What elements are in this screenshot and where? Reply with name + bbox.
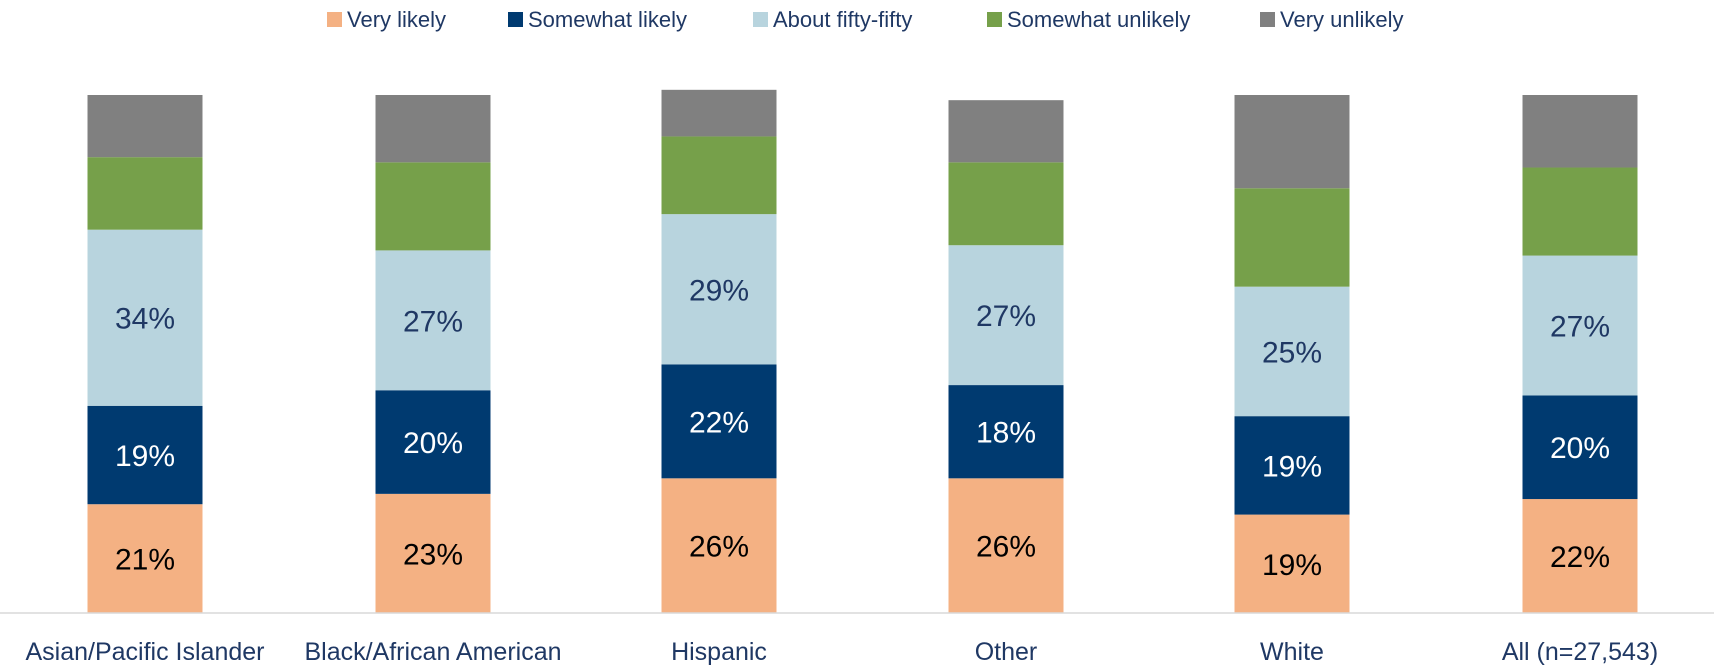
bar-segment-somewhat-unlikely-hispanic [661, 136, 777, 215]
data-label-about-fifty-fifty-all-n-27-543: 27% [1550, 311, 1610, 344]
bar-segment-about-fifty-fifty-other [948, 245, 1064, 386]
legend-swatch-very-likely [327, 12, 342, 27]
data-label-somewhat-likely-black-african-american: 20% [403, 427, 463, 460]
bar-segment-about-fifty-fifty-asian-pacific-islander [87, 229, 203, 406]
bar-segment-very-likely-all-n-27-543 [1522, 499, 1638, 613]
x-tick-label-asian-pacific-islander: Asian/Pacific Islander [25, 638, 264, 666]
data-label-very-likely-white: 19% [1262, 549, 1322, 582]
bar-segment-very-likely-white [1234, 514, 1350, 613]
bar-segment-somewhat-likely-other [948, 385, 1064, 479]
x-tick-label-all-n-27-543: All (n=27,543) [1502, 638, 1658, 666]
x-tick-label-hispanic: Hispanic [671, 638, 767, 666]
data-label-about-fifty-fifty-hispanic: 29% [689, 274, 749, 307]
chart-legend: Very likely Somewhat likely About fifty-fi… [327, 7, 1404, 32]
bar-segment-about-fifty-fifty-black-african-american [375, 250, 491, 391]
data-label-about-fifty-fifty-black-african-american: 27% [403, 305, 463, 338]
bar-segment-very-unlikely-other [948, 100, 1064, 163]
legend-label-somewhat-unlikely: Somewhat unlikely [1007, 7, 1190, 32]
bar-segment-about-fifty-fifty-all-n-27-543 [1522, 255, 1638, 396]
bar-segment-very-unlikely-all-n-27-543 [1522, 95, 1638, 168]
bar-segment-very-unlikely-asian-pacific-islander [87, 95, 203, 158]
legend-label-somewhat-likely: Somewhat likely [528, 7, 687, 32]
bar-segment-very-unlikely-black-african-american [375, 95, 491, 163]
bar-group-asian-pacific-islander: 21% 19% 34% [87, 95, 203, 613]
legend-swatch-somewhat-unlikely [987, 12, 1002, 27]
bar-segment-somewhat-likely-asian-pacific-islander [87, 405, 203, 505]
data-label-very-likely-all-n-27-543: 22% [1550, 541, 1610, 574]
bar-segment-very-likely-asian-pacific-islander [87, 504, 203, 613]
bar-segment-about-fifty-fifty-hispanic [661, 214, 777, 365]
x-tick-label-white: White [1260, 638, 1324, 666]
legend-label-about-fifty-fifty: About fifty-fifty [773, 7, 912, 32]
legend-swatch-somewhat-likely [508, 12, 523, 27]
data-label-about-fifty-fifty-other: 27% [976, 300, 1036, 333]
data-label-somewhat-likely-asian-pacific-islander: 19% [115, 440, 175, 473]
bar-segment-very-likely-black-african-american [375, 493, 491, 613]
bar-segment-somewhat-unlikely-white [1234, 188, 1350, 287]
bar-segment-very-unlikely-hispanic [661, 89, 777, 137]
chart-bars: 21%19%34%23%20%27%26%22%29%26%18%27%19%1… [87, 89, 1638, 613]
bar-group-all-n-27-543: 22% 20% 27% [1522, 95, 1638, 613]
bar-segment-very-likely-hispanic [661, 478, 777, 613]
data-label-very-likely-hispanic: 26% [689, 531, 749, 564]
legend-label-very-unlikely: Very unlikely [1280, 7, 1404, 32]
bar-segment-somewhat-likely-white [1234, 416, 1350, 515]
data-label-very-likely-other: 26% [976, 531, 1036, 564]
bar-group-hispanic: 26% 22% 29% [661, 89, 777, 613]
legend-label-very-likely: Very likely [347, 7, 446, 32]
data-label-somewhat-likely-all-n-27-543: 20% [1550, 432, 1610, 465]
bar-segment-very-likely-other [948, 478, 1064, 613]
bar-group-other: 26% 18% 27% [948, 100, 1064, 613]
bar-segment-somewhat-likely-all-n-27-543 [1522, 395, 1638, 500]
legend-swatch-about-fifty-fifty [753, 12, 768, 27]
data-label-somewhat-likely-white: 19% [1262, 450, 1322, 483]
bar-segment-somewhat-likely-hispanic [661, 364, 777, 479]
legend-swatch-very-unlikely [1260, 12, 1275, 27]
bar-segment-somewhat-unlikely-all-n-27-543 [1522, 167, 1638, 256]
data-label-about-fifty-fifty-white: 25% [1262, 336, 1322, 369]
data-label-somewhat-likely-hispanic: 22% [689, 406, 749, 439]
bar-group-black-african-american: 23% 20% 27% [375, 95, 491, 613]
data-label-somewhat-likely-other: 18% [976, 417, 1036, 450]
bar-group-white: 19% 19% 25% [1234, 95, 1350, 613]
data-label-about-fifty-fifty-asian-pacific-islander: 34% [115, 303, 175, 336]
x-axis-labels: Asian/Pacific Islander Black/African Amer… [25, 638, 1658, 666]
bar-segment-somewhat-unlikely-asian-pacific-islander [87, 157, 203, 230]
bar-segment-somewhat-unlikely-black-african-american [375, 162, 491, 251]
data-label-very-likely-asian-pacific-islander: 21% [115, 544, 175, 577]
bar-segment-somewhat-likely-black-african-american [375, 390, 491, 494]
bar-segment-about-fifty-fifty-white [1234, 286, 1350, 417]
data-label-very-likely-black-african-american: 23% [403, 538, 463, 571]
x-tick-label-other: Other [975, 638, 1038, 666]
bar-segment-somewhat-unlikely-other [948, 162, 1064, 246]
x-tick-label-black-african-american: Black/African American [304, 638, 561, 666]
bar-segment-very-unlikely-white [1234, 95, 1350, 189]
